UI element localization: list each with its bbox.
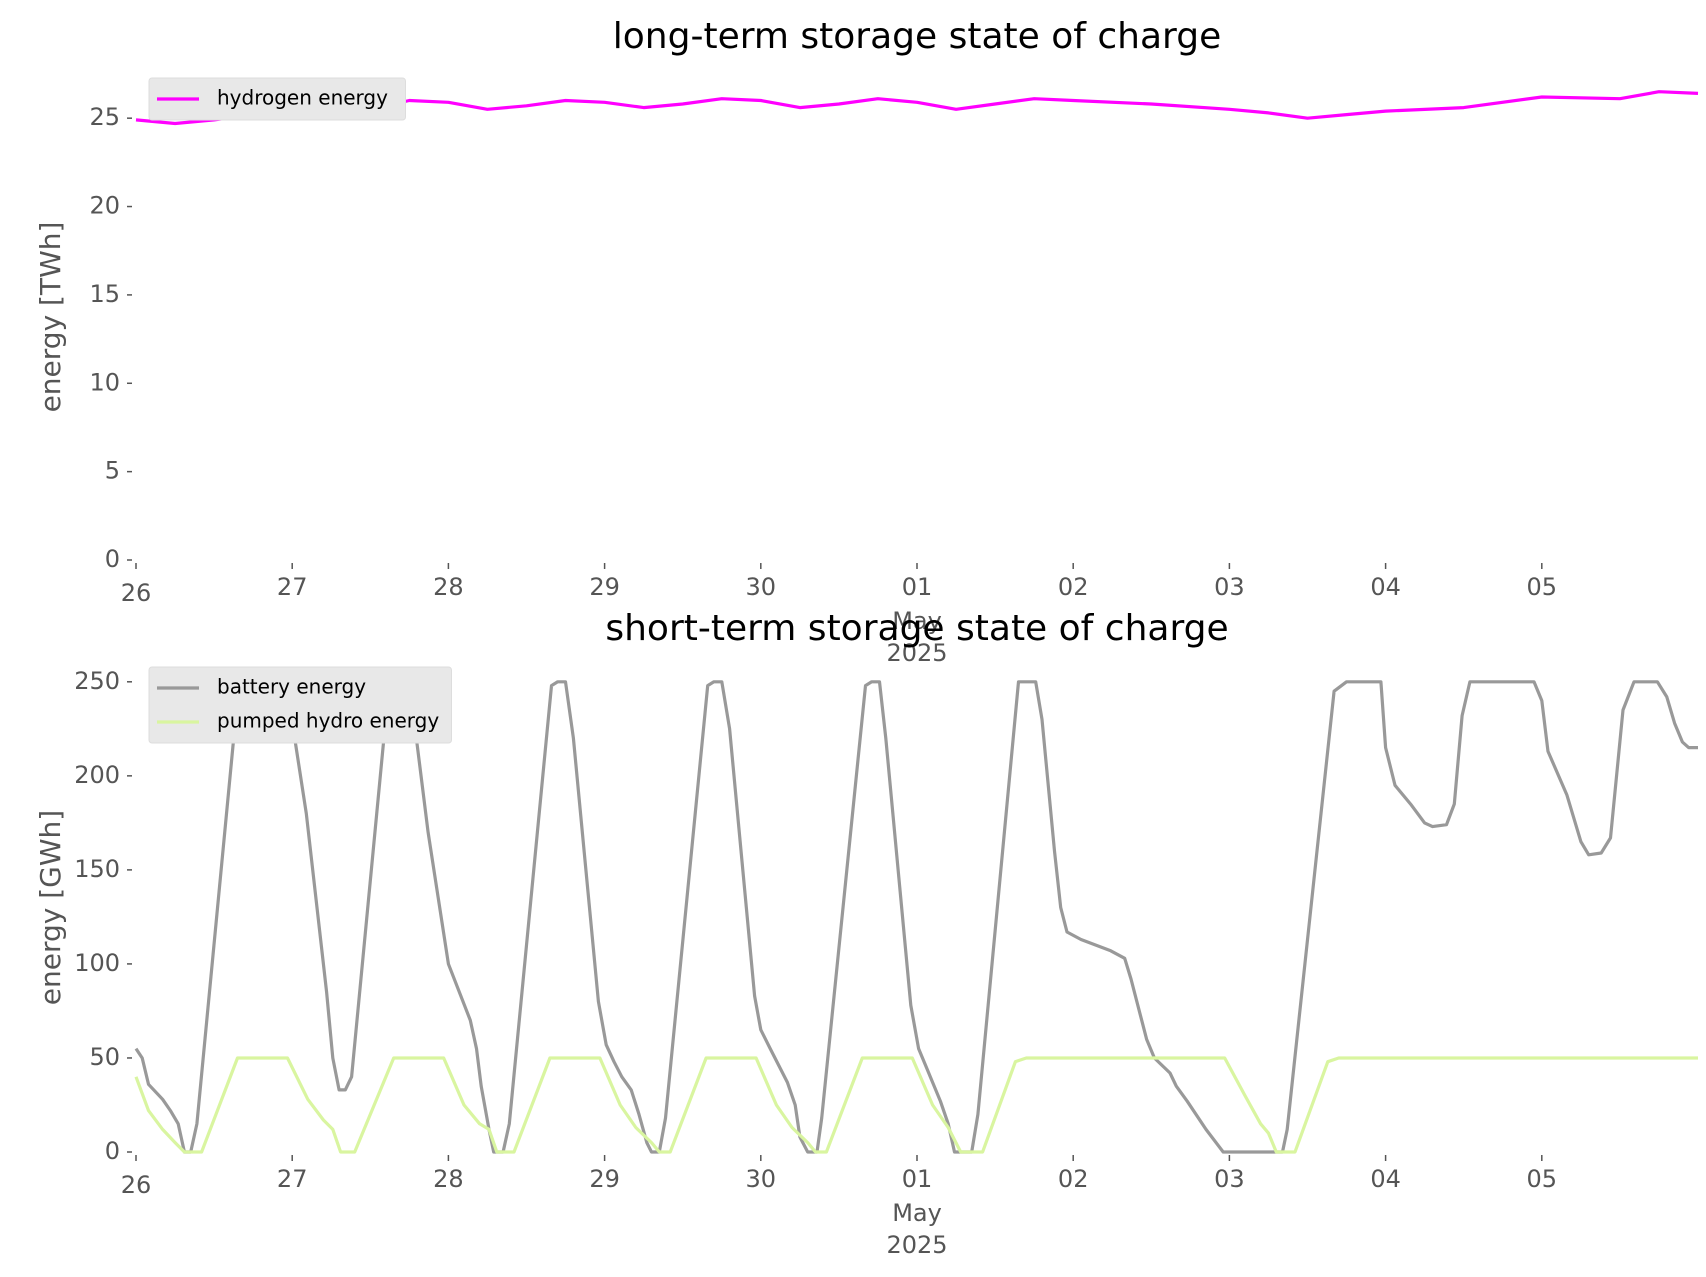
- x-tick-label: 29: [589, 573, 620, 601]
- x-tick-label: 01: [902, 1165, 933, 1193]
- x-tick-label: 30: [746, 573, 777, 601]
- x-tick-label: 03: [1214, 573, 1245, 601]
- y-tick-label: 200: [74, 761, 120, 789]
- y-axis-label: energy [TWh]: [34, 222, 67, 413]
- y-tick-label: 250: [74, 667, 120, 695]
- x-tick-label: 05: [1527, 1165, 1558, 1193]
- legend-label: pumped hydro energy: [217, 709, 439, 733]
- legend-label: hydrogen energy: [217, 86, 388, 110]
- x-tick-label: 01: [902, 573, 933, 601]
- y-tick-label: 0: [105, 545, 120, 573]
- y-tick-label: 5: [105, 457, 120, 485]
- x-tick-sublabel: 2025: [886, 1231, 947, 1259]
- x-tick-label: 02: [1058, 573, 1089, 601]
- y-tick-label: 25: [89, 103, 120, 131]
- series-line: [134, 680, 1698, 1154]
- x-tick-sublabel: May: [892, 1199, 942, 1227]
- y-tick-label: 0: [105, 1137, 120, 1165]
- x-tick-label: 28: [433, 1165, 464, 1193]
- x-tick-label: 04: [1370, 573, 1401, 601]
- x-tick-label: 28: [433, 573, 464, 601]
- legend-box: [148, 666, 452, 744]
- x-tick-label: 05: [1527, 573, 1558, 601]
- y-tick-label: 10: [89, 368, 120, 396]
- chart-title: long-term storage state of charge: [613, 16, 1221, 57]
- y-tick-label: 100: [74, 949, 120, 977]
- y-tick-label: 150: [74, 855, 120, 883]
- y-tick-label: 20: [89, 192, 120, 220]
- y-tick-label: 50: [89, 1043, 120, 1071]
- legend-box: [148, 77, 406, 121]
- x-tick-sublabel: 2025: [886, 639, 947, 667]
- y-tick-label: 15: [89, 280, 120, 308]
- series-line: [134, 1056, 1698, 1154]
- x-tick-sublabel: May: [892, 607, 942, 635]
- x-tick-label: 27: [277, 1165, 308, 1193]
- x-tick-label: 30: [746, 1165, 777, 1193]
- x-tick-label: 02: [1058, 1165, 1089, 1193]
- y-axis-label: energy [GWh]: [34, 810, 67, 1005]
- x-tick-label: 04: [1370, 1165, 1401, 1193]
- x-tick-label: 03: [1214, 1165, 1245, 1193]
- x-tick-label: 26: [121, 1171, 152, 1199]
- legend: hydrogen energy: [148, 77, 406, 121]
- x-tick-label: 29: [589, 1165, 620, 1193]
- x-tick-label: 27: [277, 573, 308, 601]
- chart-title: short-term storage state of charge: [605, 608, 1228, 649]
- x-tick-label: 26: [121, 579, 152, 607]
- legend-label: battery energy: [217, 675, 366, 699]
- legend: battery energy pumped hydro energy: [148, 666, 452, 744]
